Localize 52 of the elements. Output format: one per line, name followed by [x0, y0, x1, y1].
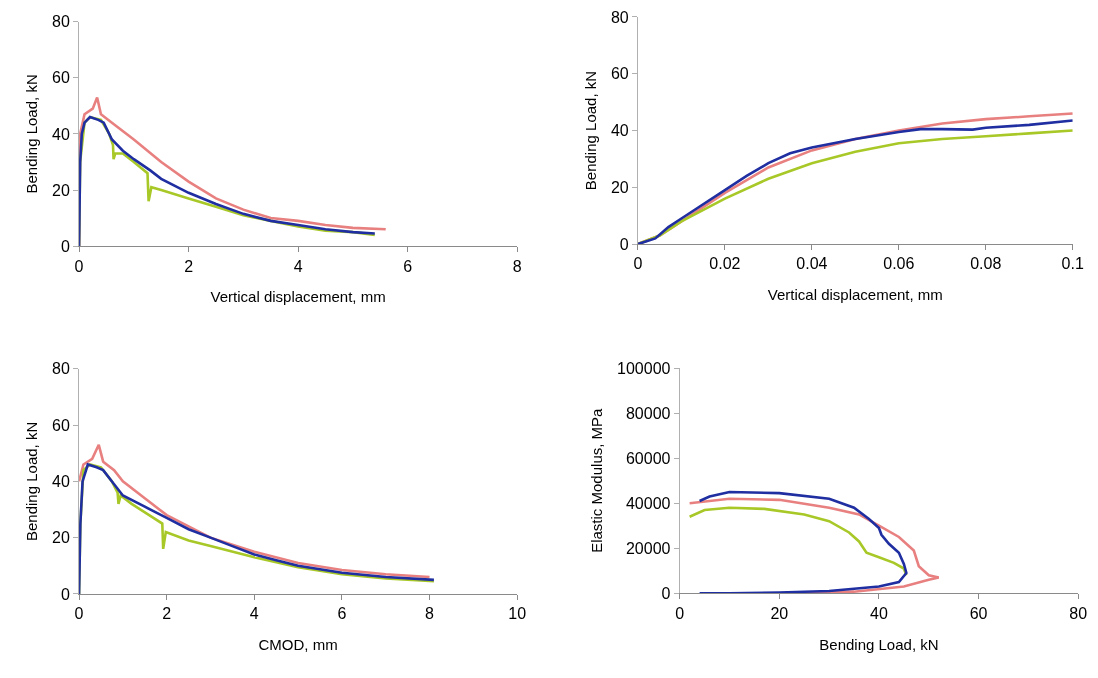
- x-axis-title: Vertical displacement, mm: [767, 286, 943, 304]
- y-tick-label: 60000: [625, 449, 671, 467]
- y-axis-title: Bending Load, kN: [23, 421, 41, 542]
- y-tick-label: 40: [52, 125, 70, 143]
- y-axis-title: Bending Load, kN: [582, 70, 600, 191]
- y-tick-label: 0: [60, 237, 70, 255]
- y-tick-label: 80: [52, 360, 70, 378]
- y-tick-label: 40: [52, 472, 70, 490]
- y-tick-label: 0: [619, 235, 629, 253]
- x-tick-label: 0.04: [796, 255, 828, 273]
- x-tick-label: 0.06: [883, 255, 915, 273]
- x-tick-label: 0.1: [1061, 255, 1084, 273]
- x-axis-title: Vertical displacement, mm: [210, 288, 386, 306]
- y-axis-title: Elastic Modulus, MPa: [588, 407, 606, 553]
- x-tick-label: 0: [675, 604, 685, 622]
- y-tick-label: 60: [610, 65, 629, 83]
- x-tick-label: 20: [770, 604, 789, 622]
- x-tick-label: 60: [969, 604, 988, 622]
- y-tick-label: 100000: [617, 359, 671, 377]
- x-tick-label: 80: [1069, 604, 1088, 622]
- y-tick-label: 20: [52, 529, 70, 547]
- x-tick-label: 8: [512, 257, 522, 275]
- x-tick-label: 0.02: [709, 255, 741, 273]
- y-tick-label: 20000: [625, 539, 671, 557]
- y-tick-label: 60: [52, 416, 70, 434]
- y-tick-label: 0: [60, 585, 70, 603]
- line-series: [79, 443, 431, 579]
- x-tick-label: 0: [74, 605, 84, 623]
- x-axis-title: Bending Load, kN: [819, 635, 939, 653]
- x-tick-label: 40: [870, 604, 888, 622]
- y-tick-label: 40000: [625, 494, 671, 512]
- x-tick-label: 0: [74, 257, 84, 275]
- y-tick-label: 20: [52, 181, 70, 199]
- y-tick-label: 80: [52, 13, 70, 31]
- x-tick-label: 4: [293, 257, 303, 275]
- x-tick-label: 8: [425, 605, 435, 623]
- y-axis-title: Bending Load, kN: [23, 74, 41, 194]
- x-tick-label: 2: [162, 605, 172, 623]
- x-axis-title: CMOD, mm: [258, 636, 338, 654]
- x-tick-label: 10: [508, 605, 527, 623]
- x-tick-label: 0.08: [970, 255, 1002, 273]
- x-tick-label: 6: [337, 605, 347, 623]
- y-tick-label: 20: [610, 178, 629, 196]
- x-tick-label: 6: [403, 257, 413, 275]
- y-tick-label: 40: [610, 122, 629, 140]
- x-tick-label: 4: [249, 605, 259, 623]
- y-tick-label: 80000: [625, 404, 671, 422]
- y-tick-label: 60: [52, 69, 70, 87]
- x-tick-label: 2: [184, 257, 194, 275]
- y-tick-label: 80: [610, 8, 629, 26]
- y-tick-label: 0: [661, 584, 671, 602]
- line-series: [698, 490, 908, 594]
